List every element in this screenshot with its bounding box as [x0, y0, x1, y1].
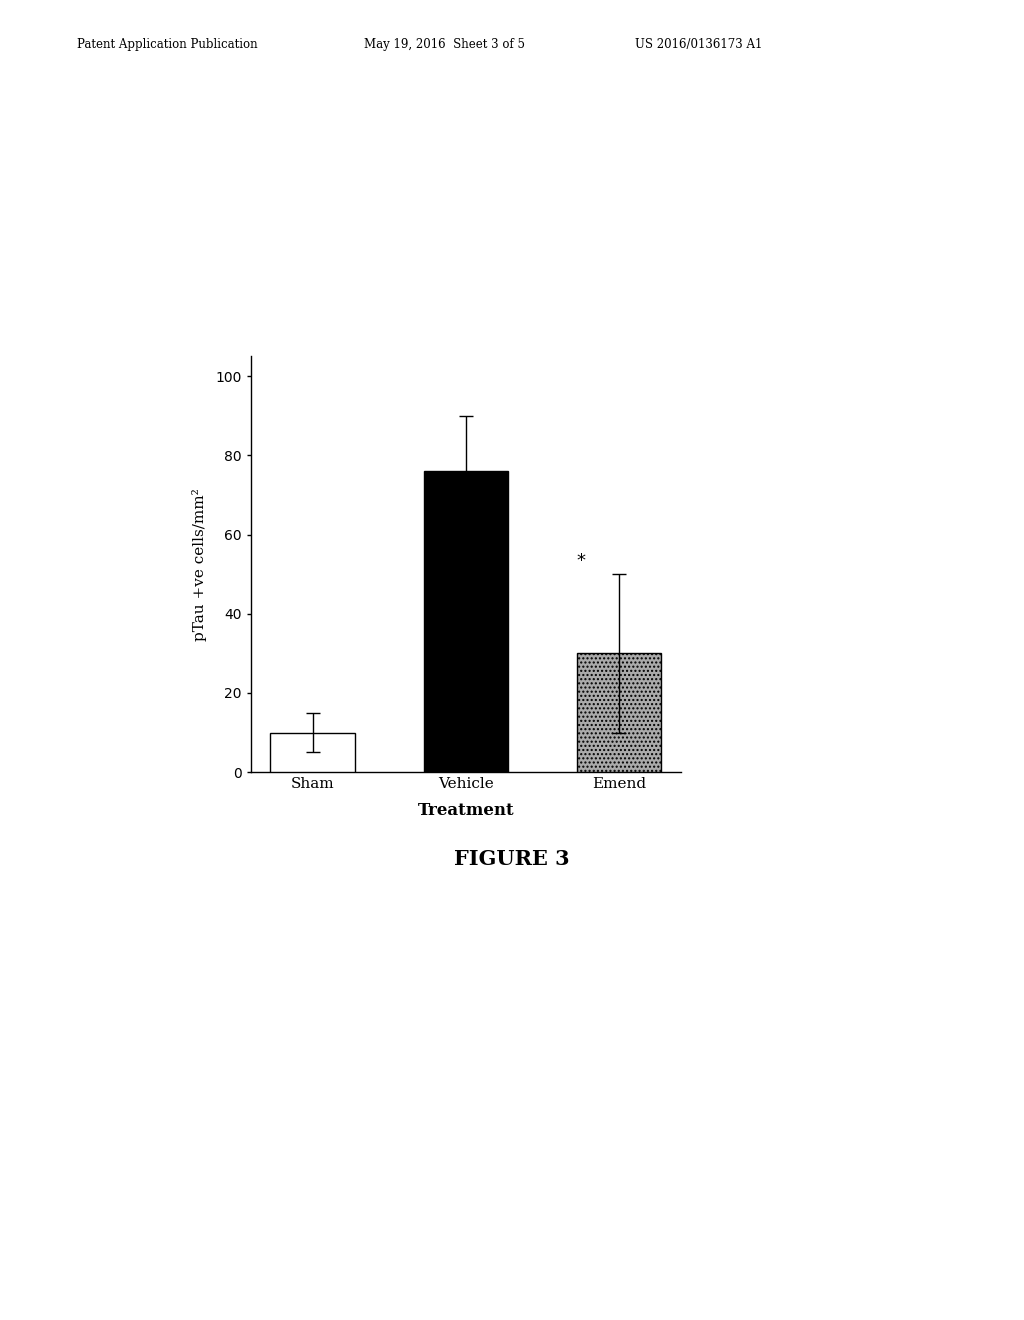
Text: US 2016/0136173 A1: US 2016/0136173 A1: [635, 37, 762, 50]
Text: Patent Application Publication: Patent Application Publication: [77, 37, 257, 50]
X-axis label: Treatment: Treatment: [418, 803, 514, 820]
Y-axis label: pTau +ve cells/mm²: pTau +ve cells/mm²: [193, 488, 207, 640]
Text: FIGURE 3: FIGURE 3: [455, 849, 569, 869]
Text: May 19, 2016  Sheet 3 of 5: May 19, 2016 Sheet 3 of 5: [364, 37, 524, 50]
Text: *: *: [577, 552, 586, 570]
Bar: [578, 653, 662, 772]
Bar: [270, 733, 354, 772]
Bar: [424, 471, 508, 772]
